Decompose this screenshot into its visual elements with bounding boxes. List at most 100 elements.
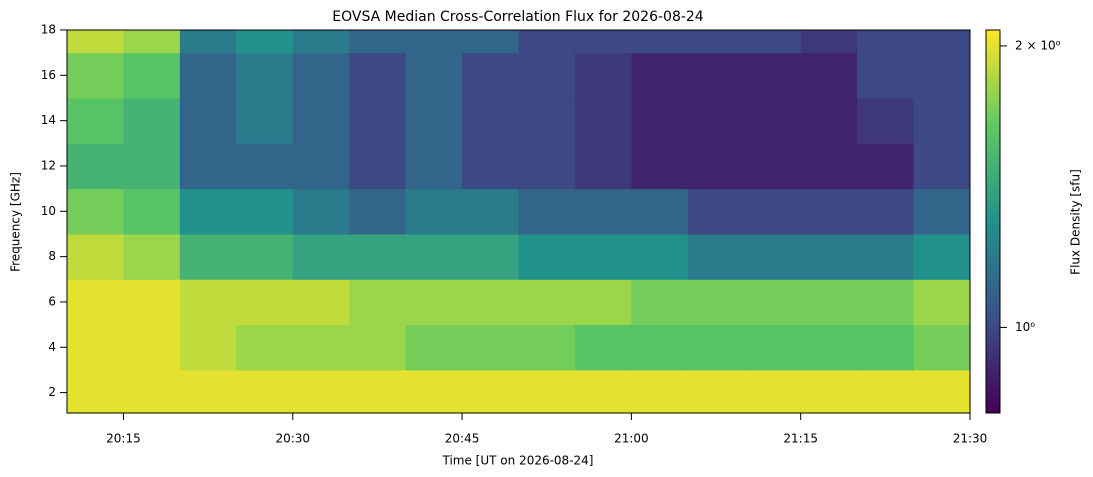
heatmap-cell	[123, 143, 181, 190]
heatmap-cell	[405, 233, 463, 280]
heatmap-cell	[800, 143, 858, 190]
heatmap-cell	[857, 369, 915, 414]
heatmap-cell	[687, 233, 745, 280]
heatmap-cell	[518, 369, 576, 414]
heatmap-cell	[518, 279, 576, 326]
heatmap-cell	[687, 324, 745, 371]
heatmap-cell	[574, 233, 632, 280]
heatmap-cell	[236, 324, 294, 371]
heatmap-cell	[744, 279, 802, 326]
heatmap-cell	[292, 324, 350, 371]
heatmap-cell	[631, 52, 689, 99]
x-axis-label: Time [UT on 2026-08-24]	[442, 454, 594, 468]
heatmap-cell	[744, 97, 802, 144]
heatmap-cell	[67, 30, 124, 54]
heatmap-cell	[236, 143, 294, 190]
heatmap-cell	[800, 188, 858, 235]
colorbar	[985, 29, 1001, 414]
colorbar-label: Flux Density [sfu]	[1069, 169, 1083, 275]
heatmap-cell	[857, 279, 915, 326]
heatmap-cell	[405, 30, 463, 54]
heatmap-cell	[687, 30, 745, 54]
heatmap-cell	[687, 143, 745, 190]
heatmap-cell	[179, 143, 237, 190]
heatmap-cell	[292, 52, 350, 99]
heatmap-cell	[631, 233, 689, 280]
heatmap-cell	[800, 233, 858, 280]
heatmap-cell	[518, 233, 576, 280]
heatmap-cell	[518, 188, 576, 235]
heatmap-cell	[518, 30, 576, 54]
heatmap-cell	[687, 52, 745, 99]
heatmap-cell	[631, 143, 689, 190]
heatmap-cell	[857, 188, 915, 235]
heatmap-cell	[913, 143, 971, 190]
colorbar-tick-label: 10⁰	[1015, 320, 1035, 334]
heatmap-cell	[405, 324, 463, 371]
heatmap-cell	[574, 324, 632, 371]
heatmap-cell	[67, 279, 124, 326]
heatmap-cell	[574, 143, 632, 190]
heatmap-cell	[179, 324, 237, 371]
heatmap-cell	[67, 52, 124, 99]
y-tick-label: 8	[48, 249, 56, 263]
heatmap-cell	[349, 52, 407, 99]
heatmap-cell	[744, 369, 802, 414]
heatmap-cell	[405, 97, 463, 144]
heatmap-cell	[631, 188, 689, 235]
heatmap-cell	[236, 369, 294, 414]
heatmap-cell	[574, 279, 632, 326]
heatmap-cell	[67, 324, 124, 371]
plot-frame	[66, 29, 971, 414]
y-axis-label: Frequency [GHz]	[9, 172, 23, 272]
heatmap-cell	[123, 324, 181, 371]
heatmap-cell	[574, 369, 632, 414]
heatmap-cell	[744, 30, 802, 54]
heatmap-cell	[67, 369, 124, 414]
heatmap-cell	[236, 52, 294, 99]
heatmap-cell	[236, 97, 294, 144]
heatmap-cell	[800, 324, 858, 371]
heatmap-cell	[857, 52, 915, 99]
heatmap-cell	[405, 188, 463, 235]
heatmap-cell	[349, 97, 407, 144]
heatmap-cell	[687, 369, 745, 414]
heatmap-cell	[292, 97, 350, 144]
heatmap-cell	[179, 188, 237, 235]
x-tick-label: 20:45	[445, 432, 480, 446]
heatmap-cell	[913, 324, 971, 371]
heatmap-cell	[67, 233, 124, 280]
heatmap-cell	[913, 279, 971, 326]
heatmap-cell	[236, 233, 294, 280]
heatmap-cell	[913, 233, 971, 280]
heatmap-cell	[349, 188, 407, 235]
heatmap-cell	[857, 143, 915, 190]
heatmap-cell	[349, 143, 407, 190]
heatmap-cell	[67, 97, 124, 144]
heatmap-cell	[349, 279, 407, 326]
heatmap-cell	[913, 188, 971, 235]
heatmap-cell	[67, 143, 124, 190]
heatmap-cell	[857, 324, 915, 371]
heatmap-cell	[744, 52, 802, 99]
heatmap-cell	[462, 324, 519, 371]
heatmap-cell	[236, 279, 294, 326]
heatmap-cell	[518, 324, 576, 371]
heatmap-cell	[292, 143, 350, 190]
heatmap-cell	[518, 97, 576, 144]
heatmap-cell	[857, 233, 915, 280]
heatmap-cell	[349, 233, 407, 280]
heatmap-cell	[123, 188, 181, 235]
y-tick-label: 10	[41, 204, 56, 218]
x-tick-label: 21:00	[614, 432, 649, 446]
heatmap-cell	[292, 188, 350, 235]
y-tick-label: 4	[48, 340, 56, 354]
heatmap-cell	[67, 188, 124, 235]
y-tick-label: 14	[41, 113, 56, 127]
heatmap-cell	[913, 97, 971, 144]
heatmap-cell	[462, 188, 519, 235]
heatmap-cell	[236, 30, 294, 54]
heatmap-cell	[744, 324, 802, 371]
heatmap-cell	[462, 97, 519, 144]
heatmap-cell	[462, 233, 519, 280]
